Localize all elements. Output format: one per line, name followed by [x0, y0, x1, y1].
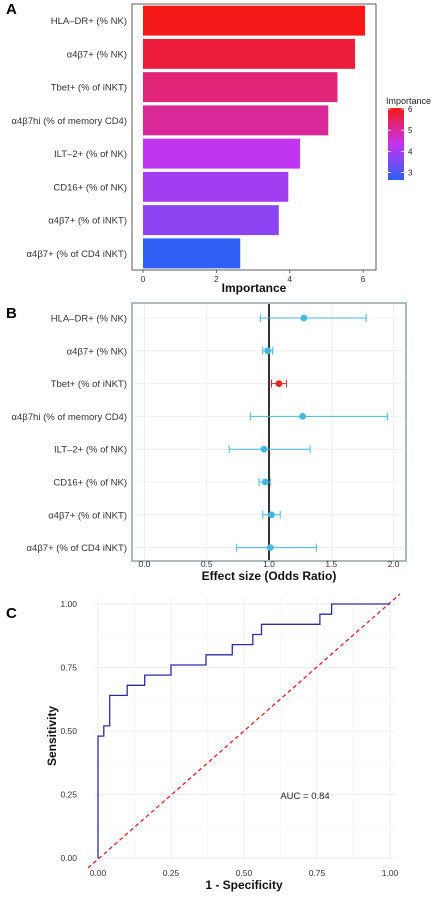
panel-b-x-ticks: 0.0 0.5 1.0 1.5 2.0: [139, 559, 400, 569]
panel-a-category-labels: HLA–DR+ (% NK) α4β7+ (% NK) Tbet+ (% of iN…: [12, 16, 127, 260]
category-label: HLA–DR+ (% NK): [51, 16, 127, 27]
importance-bar: [143, 72, 338, 103]
category-label: CD16+ (% of NK): [53, 182, 127, 193]
y-tick-label: 0.00: [60, 853, 77, 863]
category-label: α4β7+ (% NK): [67, 346, 127, 357]
x-tick-label: 0.5: [201, 559, 213, 569]
odds-ratio-point: [266, 544, 274, 551]
x-tick-label: 0.75: [309, 868, 326, 878]
panel-letter-a: A: [6, 1, 17, 18]
roc-reference-diagonal: [87, 593, 401, 869]
odds-ratio-point: [299, 413, 307, 420]
panel-c-x-axis-title: 1 - Specificity: [205, 878, 283, 892]
panel-a-x-axis-title: Importance: [222, 281, 287, 295]
category-label: ILT–2+ (% of NK): [54, 149, 127, 160]
x-tick-label: 6: [361, 274, 366, 284]
category-label: α4β7+ (% of CD4 iNKT): [27, 249, 127, 260]
panel-letter-b: B: [6, 305, 17, 322]
importance-bar: [143, 38, 356, 69]
x-tick-label: 1.0: [263, 559, 275, 569]
panel-c-x-ticks: 0.00 0.25 0.50 0.75 1.00: [90, 868, 399, 878]
panel-b-forest-plot: HLA–DR+ (% NK) α4β7+ (% NK) Tbet+ (% of iN…: [12, 302, 407, 583]
legend-tick-label: 4: [408, 147, 413, 156]
odds-ratio-point: [275, 380, 283, 387]
panel-a-bars: [143, 5, 365, 269]
panel-b-category-labels: HLA–DR+ (% NK) α4β7+ (% NK) Tbet+ (% of iN…: [12, 314, 127, 555]
category-label: α4β7+ (% of iNKT): [48, 510, 127, 521]
x-tick-label: 4: [287, 274, 292, 284]
panel-letter-c: C: [6, 605, 17, 622]
panel-a-legend: Importance 6 5 4 3: [386, 96, 431, 180]
panel-a-x-ticks: 0 2 4 6: [141, 270, 366, 284]
category-label: α4β7+ (% NK): [67, 49, 127, 60]
legend-tick-label: 3: [408, 169, 413, 178]
x-tick-label: 0.0: [139, 559, 151, 569]
panel-b-estimates: [228, 314, 388, 552]
legend-title: Importance: [386, 96, 431, 106]
x-tick-label: 0: [141, 274, 146, 284]
odds-ratio-point: [261, 478, 269, 486]
category-label: ILT–2+ (% of NK): [54, 445, 127, 456]
odds-ratio-point: [268, 511, 275, 519]
importance-bar: [143, 105, 329, 136]
x-tick-label: 2: [214, 274, 219, 284]
auc-annotation: AUC = 0.84: [280, 791, 329, 802]
odds-ratio-point: [300, 314, 308, 322]
panel-c-gridlines: [94, 598, 396, 860]
category-label: α4β7hi (% of memory CD4): [12, 412, 127, 423]
roc-curve: [97, 603, 390, 858]
panel-c-y-axis-title: Sensitivity: [45, 706, 59, 766]
odds-ratio-point: [264, 347, 272, 355]
x-tick-label: 0.50: [236, 868, 253, 878]
x-tick-label: 0.25: [163, 868, 180, 878]
x-tick-label: 1.00: [382, 868, 399, 878]
y-tick-label: 0.75: [60, 663, 77, 673]
x-tick-label: 0.00: [90, 868, 107, 878]
importance-bar: [143, 5, 365, 36]
importance-bar: [143, 171, 289, 202]
category-label: α4β7+ (% of CD4 iNKT): [27, 543, 127, 554]
category-label: HLA–DR+ (% NK): [51, 314, 127, 325]
panel-c-roc-curve: 0.00 0.25 0.50 0.75 1.00 0.00 0.25 0.50 0.75 1.0…: [45, 593, 401, 892]
category-label: α4β7hi (% of memory CD4): [12, 116, 127, 127]
category-label: α4β7+ (% of iNKT): [48, 216, 127, 227]
legend-colorbar: [388, 108, 404, 180]
y-tick-label: 0.50: [60, 726, 77, 736]
legend-tick-label: 6: [408, 105, 413, 114]
x-tick-label: 1.5: [325, 559, 337, 569]
panel-c-y-ticks: 0.00 0.25 0.50 0.75 1.00: [60, 599, 77, 863]
panel-b-x-axis-title: Effect size (Odds Ratio): [202, 569, 337, 583]
y-tick-label: 0.25: [60, 790, 77, 800]
category-label: Tbet+ (% of iNKT): [51, 83, 127, 94]
x-tick-label: 2.0: [388, 559, 400, 569]
odds-ratio-point: [260, 445, 268, 453]
legend-tick-label: 5: [408, 126, 413, 135]
importance-bar: [143, 205, 279, 236]
y-tick-label: 1.00: [60, 599, 77, 609]
category-label: Tbet+ (% of iNKT): [51, 379, 127, 390]
legend-ticks: 6 5 4 3: [388, 105, 413, 178]
importance-bar: [143, 238, 241, 269]
category-label: CD16+ (% of NK): [53, 478, 127, 489]
importance-bar: [143, 138, 301, 169]
panel-a-bar-chart: HLA–DR+ (% NK) α4β7+ (% NK) Tbet+ (% of iN…: [12, 3, 431, 295]
